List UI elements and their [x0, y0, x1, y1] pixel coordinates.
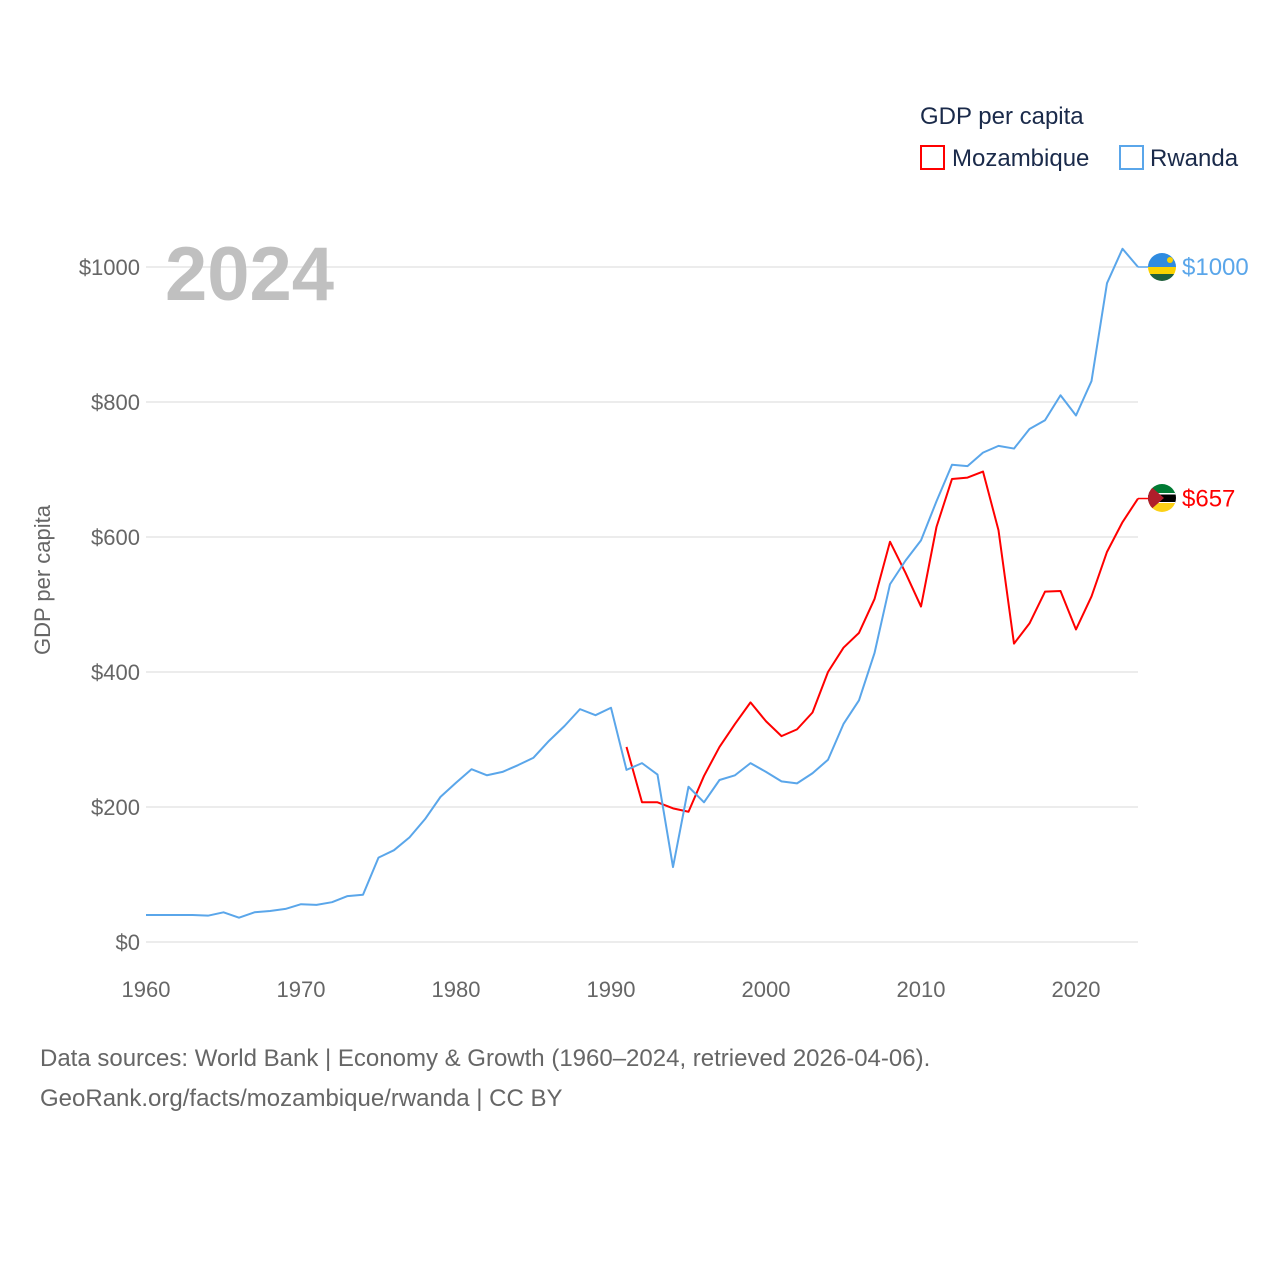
legend-item-mozambique[interactable]: Mozambique — [920, 145, 1089, 172]
year-watermark: 2024 — [165, 232, 334, 317]
x-tick-label: 1980 — [432, 977, 481, 1002]
x-tick-label: 2000 — [742, 977, 791, 1002]
legend-item-rwanda[interactable]: Rwanda — [1119, 145, 1239, 172]
legend-label-rwanda: Rwanda — [1150, 145, 1239, 172]
y-axis-label: GDP per capita — [30, 504, 55, 655]
y-tick-label: $1000 — [79, 255, 140, 280]
legend-title: GDP per capita — [920, 103, 1084, 130]
series-line-rwanda — [146, 247, 1139, 919]
end-label-mozambique: $657 — [1182, 486, 1235, 513]
footer-link[interactable]: GeoRank.org/facts/mozambique/rwanda | CC… — [40, 1085, 563, 1112]
y-tick-label: $400 — [91, 660, 140, 685]
x-tick-label: 1970 — [277, 977, 326, 1002]
legend-swatch-mozambique — [920, 145, 945, 170]
x-tick-label: 2020 — [1052, 977, 1101, 1002]
legend-swatch-rwanda — [1119, 145, 1144, 170]
x-tick-label: 1990 — [587, 977, 636, 1002]
series-line-mozambique — [625, 470, 1139, 813]
y-tick-label: $800 — [91, 390, 140, 415]
footer-sources: Data sources: World Bank | Economy & Gro… — [40, 1045, 931, 1072]
end-label-rwanda: $1000 — [1182, 254, 1249, 281]
mozambique-flag-icon — [1148, 484, 1176, 512]
rwanda-flag-icon — [1148, 253, 1176, 281]
legend-label-mozambique: Mozambique — [952, 145, 1089, 172]
y-tick-label: $600 — [91, 525, 140, 550]
x-tick-label: 1960 — [122, 977, 171, 1002]
y-tick-label: $0 — [116, 930, 140, 955]
y-tick-label: $200 — [91, 795, 140, 820]
x-tick-label: 2010 — [897, 977, 946, 1002]
